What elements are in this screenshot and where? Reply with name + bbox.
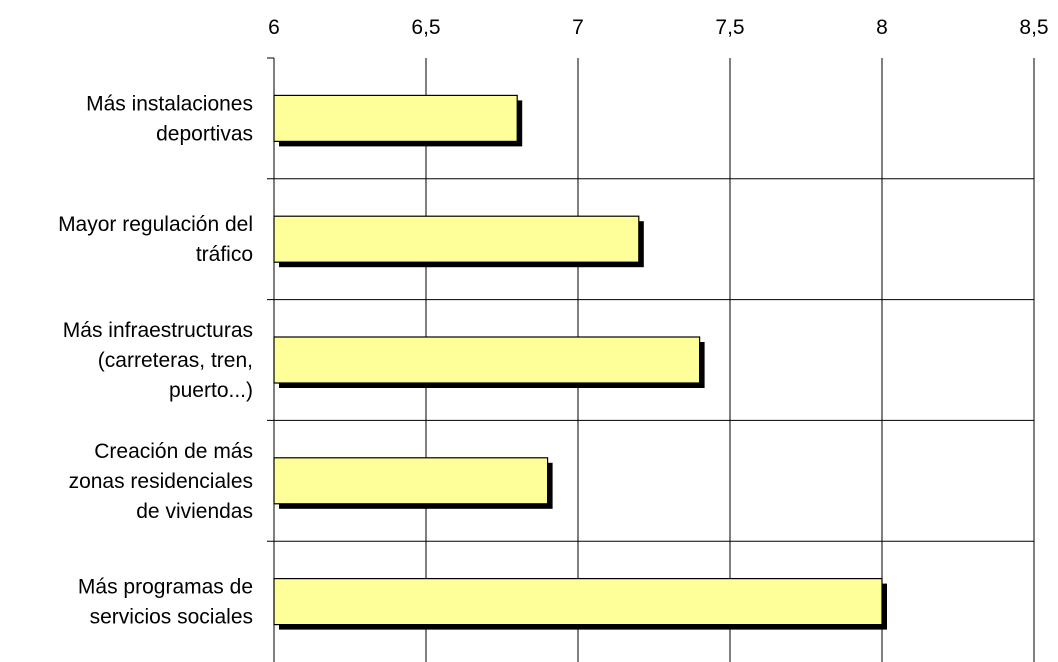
category-label: Mayor regulación del tráfico (58, 213, 253, 266)
category-label-line: deportivas (156, 122, 253, 145)
x-axis-tick-labels: 6 6,5 7 7,5 8 8,5 (268, 16, 1048, 39)
bar (273, 577, 883, 626)
grid (267, 57, 1035, 662)
category-label: Más programas de servicios sociales (78, 576, 253, 629)
category-label-line: Creación de más (94, 440, 253, 463)
x-tick-label: 8 (876, 16, 888, 39)
x-tick-label: 7 (572, 16, 584, 39)
category-label-line: Más infraestructuras (63, 319, 253, 342)
category-label-line: de viviendas (136, 500, 253, 523)
x-tick-label: 6,5 (411, 16, 440, 39)
bars (273, 94, 887, 630)
category-label-line: Mayor regulación del (58, 213, 253, 236)
category-label-line: servicios sociales (90, 606, 253, 629)
category-label-line: Más instalaciones (86, 92, 253, 115)
category-label-line: (carreteras, tren, (98, 349, 253, 372)
category-label: Creación de más zonas residenciales de viv… (69, 440, 253, 523)
bar (273, 215, 640, 263)
category-label-line: tráfico (196, 243, 253, 266)
category-label: Más instalaciones deportivas (86, 92, 253, 145)
category-labels: Más instalaciones deportivas Mayor regulac… (58, 92, 253, 628)
bar (273, 94, 518, 143)
category-label: Más infraestructuras (carreteras, tren, pu… (63, 319, 253, 402)
x-tick-label: 7,5 (715, 16, 744, 39)
x-tick-label: 8,5 (1019, 16, 1048, 39)
bar (273, 336, 701, 384)
x-tick-label: 6 (268, 16, 280, 39)
category-label-line: puerto...) (169, 379, 253, 402)
bar (273, 457, 549, 505)
category-label-line: zonas residenciales (69, 470, 253, 493)
category-label-line: Más programas de (78, 576, 253, 599)
